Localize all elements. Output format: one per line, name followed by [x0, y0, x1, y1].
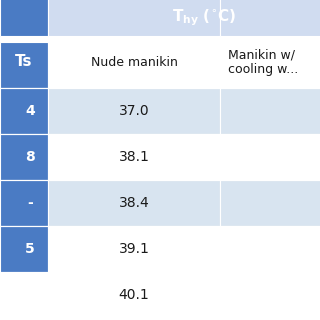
Text: 5: 5 [25, 242, 35, 256]
Bar [220, 226, 320, 272]
Text: 38.1: 38.1 [119, 150, 149, 164]
Bar [48, 88, 220, 134]
Bar [48, 180, 220, 226]
Text: 9: 9 [25, 288, 35, 302]
Bar [220, 88, 320, 134]
Bar [0, 226, 48, 272]
Text: 40.1: 40.1 [119, 288, 149, 302]
Bar [0, 88, 48, 134]
Bar [48, 134, 220, 180]
Bar [220, 42, 320, 88]
Bar [220, 0, 320, 36]
Bar [48, 0, 220, 36]
Bar [48, 42, 220, 88]
Text: 39.1: 39.1 [119, 242, 149, 256]
Bar [0, 134, 48, 180]
Text: 37.0: 37.0 [119, 104, 149, 118]
Text: Nude manikin: Nude manikin [91, 55, 177, 68]
Text: Manikin w/
cooling w...: Manikin w/ cooling w... [228, 48, 298, 76]
Bar [220, 180, 320, 226]
Text: Ts: Ts [15, 54, 33, 69]
Bar [0, 0, 48, 36]
Bar [48, 226, 220, 272]
Text: 4: 4 [25, 104, 35, 118]
Bar [0, 42, 48, 88]
Text: T$_{\mathregular{hy}}$ ($^{\circ}$C): T$_{\mathregular{hy}}$ ($^{\circ}$C) [172, 8, 236, 28]
Text: 38.4: 38.4 [119, 196, 149, 210]
Text: -: - [27, 196, 33, 210]
Bar [220, 134, 320, 180]
Text: 8: 8 [25, 150, 35, 164]
Bar [0, 180, 48, 226]
